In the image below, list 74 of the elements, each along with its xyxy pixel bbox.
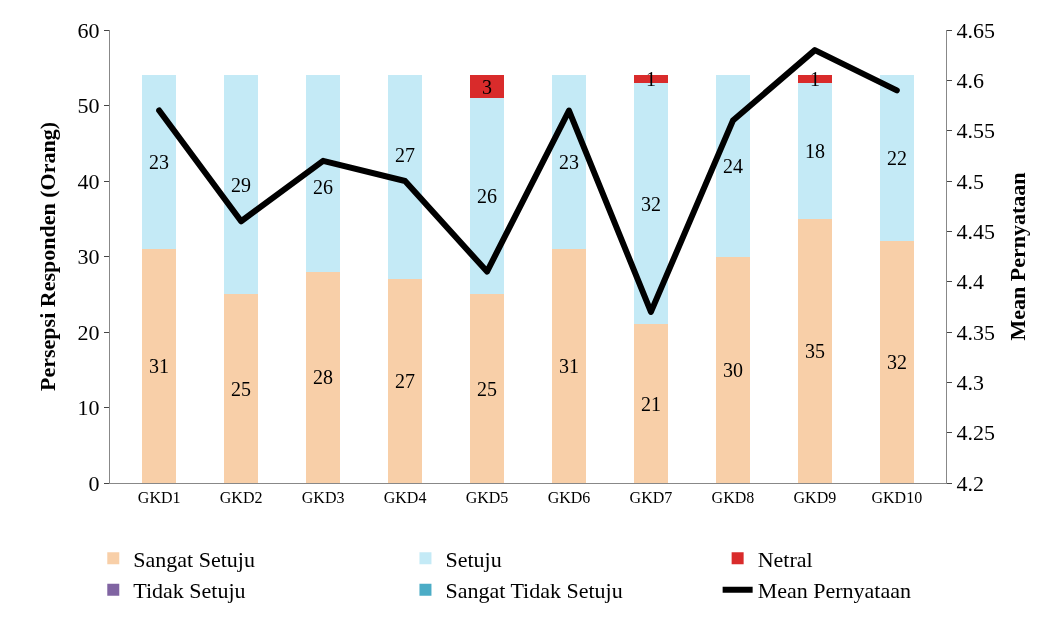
legend-label: Netral [757,546,813,572]
bar [141,248,177,483]
x-tick-label: GKD7 [629,489,673,507]
y2-axis-title: Mean Pernyataan [1004,172,1030,341]
data-label: 28 [313,366,333,388]
data-label: 3 [482,76,492,98]
y-tick-label: 0 [88,470,100,496]
bar [797,218,833,483]
x-tick-label: GKD5 [465,489,509,507]
x-tick-label: GKD9 [793,489,837,507]
bar [469,75,505,98]
x-tick-label: GKD1 [137,489,181,507]
legend-label: Sangat Tidak Setuju [445,578,623,604]
data-label: 30 [723,359,743,381]
bar [879,75,915,242]
y2-tick-label: 4.25 [956,420,995,446]
x-tick-label: GKD8 [711,489,755,507]
y2-tick-label: 4.65 [956,17,995,43]
bar [551,248,587,483]
data-label: 26 [313,176,333,198]
x-tick-label: GKD4 [383,489,427,507]
y-tick-label: 60 [77,17,100,43]
data-label: 21 [641,393,661,415]
bar [223,75,259,295]
bar [633,324,669,483]
data-label: 31 [149,355,169,377]
data-label: 25 [477,378,497,400]
y-tick-label: 10 [77,395,100,421]
bar [469,294,505,483]
y2-tick-label: 4.55 [956,118,995,144]
bar [879,241,915,483]
data-label: 32 [887,351,907,373]
y-tick-label: 40 [77,168,100,194]
y-tick-label: 30 [77,244,100,270]
data-label: 22 [887,147,907,169]
data-label: 32 [641,193,661,215]
x-tick-label: GKD6 [547,489,591,507]
y2-tick-label: 4.35 [956,319,995,345]
bar [387,75,423,280]
data-label: 35 [805,340,825,362]
legend-label: Tidak Setuju [133,578,246,604]
y-tick-label: 20 [77,319,100,345]
data-label: 29 [231,174,251,196]
data-label: 18 [805,140,825,162]
legend-label: Mean Pernyataan [757,578,911,604]
bar [715,75,751,257]
y2-tick-label: 4.2 [956,470,984,496]
y2-tick-label: 4.6 [956,68,984,94]
data-label: 23 [149,151,169,173]
bar [223,294,259,483]
y2-tick-label: 4.5 [956,168,984,194]
legend-label: Sangat Setuju [133,546,255,572]
data-label: 31 [559,355,579,377]
x-tick-label: GKD10 [871,489,923,507]
data-label: 27 [395,370,415,392]
x-tick-label: GKD3 [301,489,345,507]
data-label: 23 [559,151,579,173]
y2-tick-label: 4.4 [956,269,984,295]
y-tick-label: 50 [77,93,100,119]
y-axis-title: Persepsi Responden (Orang) [35,122,61,391]
bar [141,75,177,249]
data-label: 25 [231,378,251,400]
y2-tick-label: 4.3 [956,370,984,396]
x-tick-label: GKD2 [219,489,263,507]
data-label: 24 [723,155,743,177]
data-label: 26 [477,185,497,207]
bar [715,256,751,483]
bar [305,75,341,272]
bar [387,279,423,483]
y2-tick-label: 4.45 [956,219,995,245]
bar [305,271,341,483]
legend-label: Setuju [445,546,502,572]
data-label: 27 [395,144,415,166]
bar [469,97,505,295]
